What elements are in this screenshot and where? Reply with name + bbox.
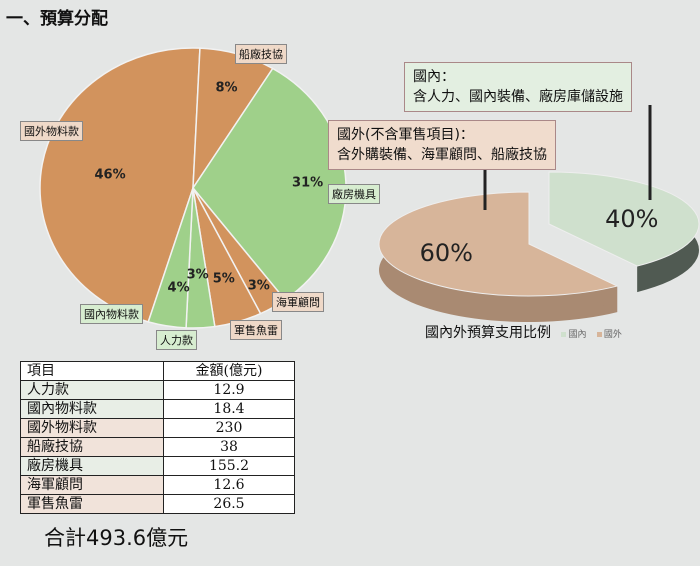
legend-foreign-label: 國外 xyxy=(603,330,622,340)
pie3d-value-label-foreign: 60% xyxy=(419,238,473,267)
table-cell-item: 軍售魚雷 xyxy=(20,494,164,514)
pie-value-label-shipyard-tech: 8% xyxy=(215,80,238,96)
legend-domestic-label: 國內 xyxy=(568,330,587,340)
pie-category-label-foreign-material: 國外物料款 xyxy=(20,121,83,141)
table-cell-amount: 155.2 xyxy=(163,456,295,476)
table-header-amount: 金額(億元) xyxy=(163,361,295,381)
table-cell-amount: 18.4 xyxy=(163,399,295,419)
table-cell-amount: 12.6 xyxy=(163,475,295,495)
table-cell-amount: 12.9 xyxy=(163,380,295,400)
table-total: 合計493.6億元 xyxy=(44,526,189,550)
pie-slice-plant-equipment xyxy=(192,67,347,301)
table-cell-amount: 26.5 xyxy=(163,494,295,514)
pie-category-label-manpower: 人力款 xyxy=(156,330,197,350)
table-row: 海軍顧問 12.6 xyxy=(20,475,295,495)
table-cell-item: 國內物料款 xyxy=(20,399,164,419)
table-row: 人力款 12.9 xyxy=(20,380,295,400)
budget-table: 項目 金額(億元) 人力款 12.9 國內物料款 18.4 國外物料款 230 船廠技協 38… xyxy=(20,361,295,514)
foreign-callout: 國外(不含軍售項目)： 含外購裝備、海軍顧問、船廠技協 xyxy=(328,120,556,170)
table-row: 軍售魚雷 26.5 xyxy=(20,494,295,514)
pie-category-label-navy-advisor: 海軍顧問 xyxy=(272,292,324,312)
table-header-row: 項目 金額(億元) xyxy=(20,361,295,381)
pie-value-label-manpower: 3% xyxy=(186,267,209,283)
foreign-callout-line-1: 國外(不含軍售項目)： xyxy=(337,127,474,143)
pie-value-label-domestic-material: 4% xyxy=(167,280,190,296)
domestic-callout: 國內： 含人力、國內裝備、廠房庫儲設施 xyxy=(404,62,632,112)
table-body: 人力款 12.9 國內物料款 18.4 國外物料款 230 船廠技協 38 廠房機具 155.2 海… xyxy=(20,380,295,514)
pie-category-label-domestic-material: 國內物料款 xyxy=(80,304,143,324)
table-row: 國內物料款 18.4 xyxy=(20,399,295,419)
callout-leaders xyxy=(483,105,652,210)
domestic-foreign-pie-chart xyxy=(378,171,700,322)
domestic-callout-line-1: 國內： xyxy=(413,69,455,85)
pie-category-label-shipyard-tech: 船廠技協 xyxy=(235,44,287,64)
pie-category-label-torpedo: 軍售魚雷 xyxy=(230,320,282,340)
foreign-callout-line-2: 含外購裝備、海軍顧問、船廠技協 xyxy=(337,147,547,163)
pie-slice-foreign-material xyxy=(39,47,201,323)
table-cell-item: 人力款 xyxy=(20,380,164,400)
pie3d-slice-domestic xyxy=(548,171,700,267)
table-cell-amount: 230 xyxy=(163,418,295,438)
pie-value-label-foreign-material: 46% xyxy=(94,167,126,183)
table-row: 國外物料款 230 xyxy=(20,418,295,438)
pie-slice-domestic-material xyxy=(147,187,194,329)
section-title: 一、預算分配 xyxy=(6,9,108,29)
domestic-callout-line-2: 含人力、國內裝備、廠房庫儲設施 xyxy=(413,89,623,105)
table-cell-item: 海軍顧問 xyxy=(20,475,164,495)
table-cell-item: 廠房機具 xyxy=(20,456,164,476)
right-chart-caption: 國內外預算支用比例 國內 國外 xyxy=(425,322,622,342)
pie3d-value-label-domestic: 40% xyxy=(605,205,659,234)
pie-value-label-plant-equipment: 31% xyxy=(292,175,324,191)
table-row: 船廠技協 38 xyxy=(20,437,295,457)
table-row: 廠房機具 155.2 xyxy=(20,456,295,476)
pie3d-slice-foreign xyxy=(378,191,619,297)
legend-domestic: 國內 xyxy=(561,330,586,340)
pie-value-label-torpedo: 5% xyxy=(212,271,235,287)
table-cell-item: 國外物料款 xyxy=(20,418,164,438)
table-header-item: 項目 xyxy=(20,361,164,381)
table-cell-item: 船廠技協 xyxy=(20,437,164,457)
legend-foreign: 國外 xyxy=(596,330,622,340)
pie-value-label-navy-advisor: 3% xyxy=(247,278,270,294)
right-chart-title: 國內外預算支用比例 xyxy=(425,325,551,341)
pie-category-label-plant-equipment: 廠房機具 xyxy=(328,184,380,204)
table-cell-amount: 38 xyxy=(163,437,295,457)
